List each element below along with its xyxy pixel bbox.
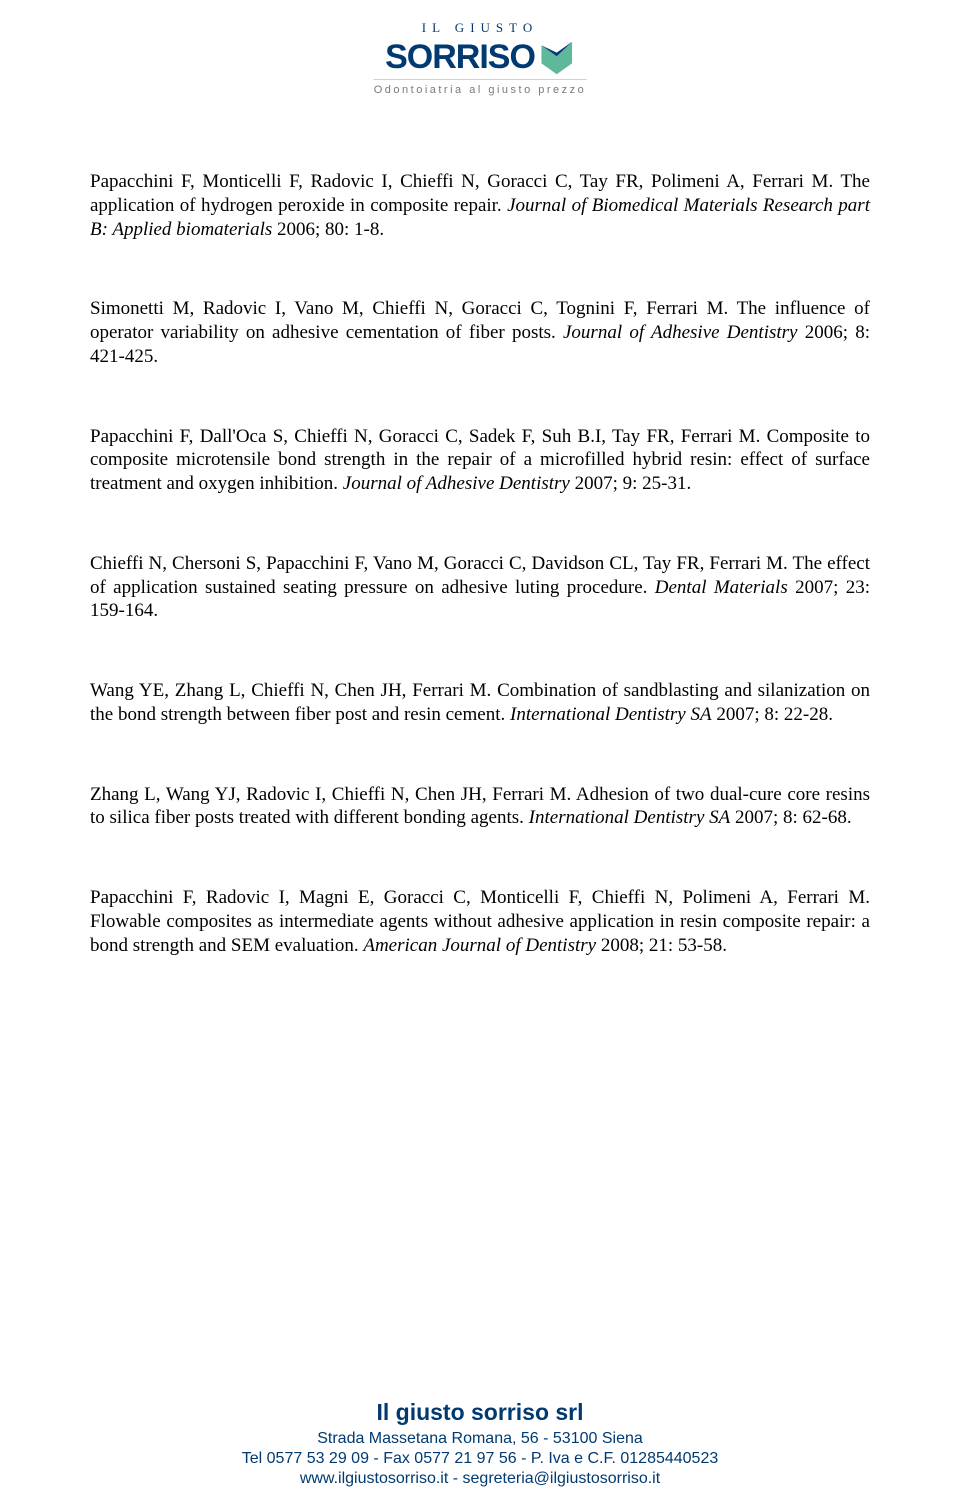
checkmark-icon — [539, 40, 575, 76]
entry-journal: International Dentistry SA — [510, 704, 712, 725]
entry-citation: 2008; 21: 53-58. — [596, 935, 727, 956]
logo-kicker: IL GIUSTO — [374, 20, 587, 36]
publication-entry: Papacchini F, Monticelli F, Radovic I, C… — [90, 170, 870, 241]
entry-citation: 2007; 8: 62-68. — [730, 807, 851, 828]
footer-contact: Tel 0577 53 29 09 - Fax 0577 21 97 56 - … — [242, 1450, 719, 1468]
publication-entry: Chieffi N, Chersoni S, Papacchini F, Van… — [90, 552, 870, 623]
entry-journal: Journal of Adhesive Dentistry — [343, 473, 570, 494]
logo-main-text: SORRISO — [385, 38, 535, 77]
publication-entry: Simonetti M, Radovic I, Vano M, Chieffi … — [90, 297, 870, 368]
entry-citation: 2006; 80: 1-8. — [272, 219, 384, 240]
entry-citation: 2007; 8: 22-28. — [712, 704, 833, 725]
entry-journal: International Dentistry SA — [529, 807, 731, 828]
publication-entry: Wang YE, Zhang L, Chieffi N, Chen JH, Fe… — [90, 679, 870, 727]
entry-journal: Dental Materials — [655, 577, 788, 598]
logo-wordmark: SORRISO — [374, 38, 587, 77]
header-logo: IL GIUSTO SORRISO Odontoiatria al giusto… — [374, 20, 587, 96]
publication-entry: Papacchini F, Dall'Oca S, Chieffi N, Gor… — [90, 425, 870, 496]
logo-tagline: Odontoiatria al giusto prezzo — [374, 79, 587, 96]
entry-journal: Journal of Adhesive Dentistry — [563, 322, 798, 343]
entry-journal: American Journal of Dentistry — [363, 935, 596, 956]
footer-web-email: www.ilgiustosorriso.it - segreteria@ilgi… — [242, 1470, 719, 1488]
footer: Il giusto sorriso srl Strada Massetana R… — [242, 1399, 719, 1490]
footer-address: Strada Massetana Romana, 56 - 53100 Sien… — [242, 1430, 719, 1448]
entry-citation: 2007; 9: 25-31. — [570, 473, 691, 494]
publications-list: Papacchini F, Monticelli F, Radovic I, C… — [90, 170, 870, 1013]
publication-entry: Zhang L, Wang YJ, Radovic I, Chieffi N, … — [90, 783, 870, 831]
publication-entry: Papacchini F, Radovic I, Magni E, Goracc… — [90, 886, 870, 957]
footer-company-name: Il giusto sorriso srl — [242, 1399, 719, 1426]
